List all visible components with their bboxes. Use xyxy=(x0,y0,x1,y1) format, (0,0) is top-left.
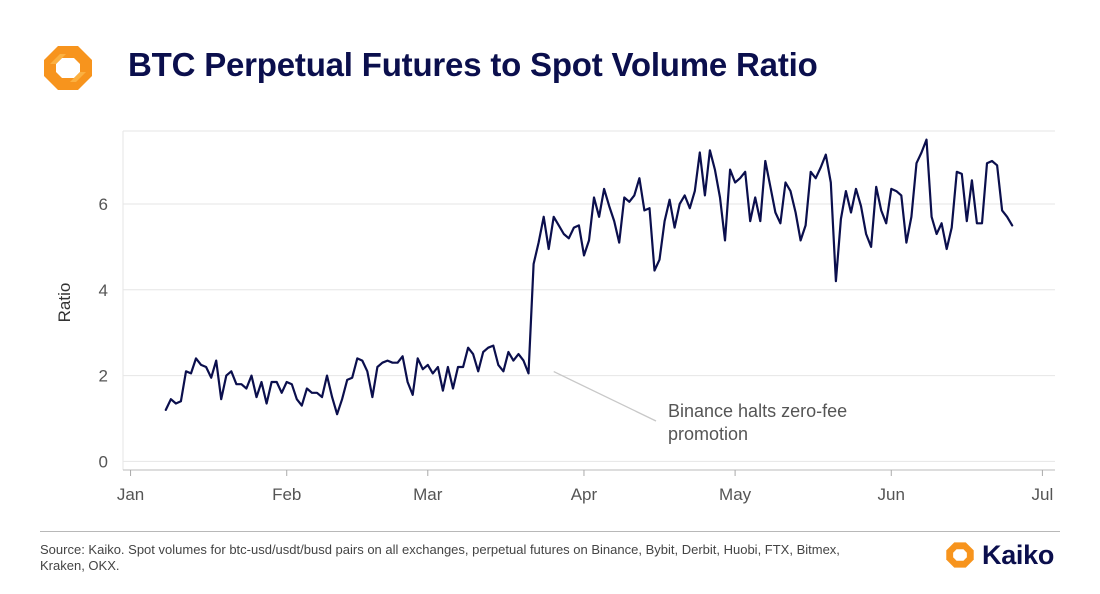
x-tick-label-jul: Jul xyxy=(1032,485,1054,504)
kaiko-logo-icon xyxy=(44,46,92,90)
y-tick-label-2: 2 xyxy=(99,367,108,386)
source-note: Source: Kaiko. Spot volumes for btc-usd/… xyxy=(40,542,840,573)
y-tick-label-4: 4 xyxy=(99,281,108,300)
line-chart: 0 2 4 6 Jan Feb Mar Apr May Jun Jul Ratio Binance ha… xyxy=(55,130,1055,504)
annotation-text-line: Binance halts zero-fee xyxy=(668,401,847,421)
kaiko-logo-icon xyxy=(946,542,974,568)
y-tick-label-6: 6 xyxy=(99,195,108,214)
chart-title: BTC Perpetual Futures to Spot Volume Rat… xyxy=(128,46,818,83)
brand-logo: Kaiko xyxy=(944,538,1054,572)
x-tick-label-feb: Feb xyxy=(272,485,301,504)
footer-divider xyxy=(40,531,1060,532)
y-tick-label-0: 0 xyxy=(99,452,108,471)
brand-name: Kaiko xyxy=(982,539,1055,570)
x-tick-label-jan: Jan xyxy=(117,485,144,504)
x-tick-label-apr: Apr xyxy=(571,485,598,504)
annotation-text-line: promotion xyxy=(668,424,748,444)
x-tick-label-mar: Mar xyxy=(413,485,443,504)
x-tick-label-may: May xyxy=(719,485,752,504)
annotation-leader-line xyxy=(553,371,657,422)
series-line-ratio xyxy=(164,138,1014,416)
y-axis-label: Ratio xyxy=(55,283,74,323)
x-tick-label-jun: Jun xyxy=(878,485,905,504)
